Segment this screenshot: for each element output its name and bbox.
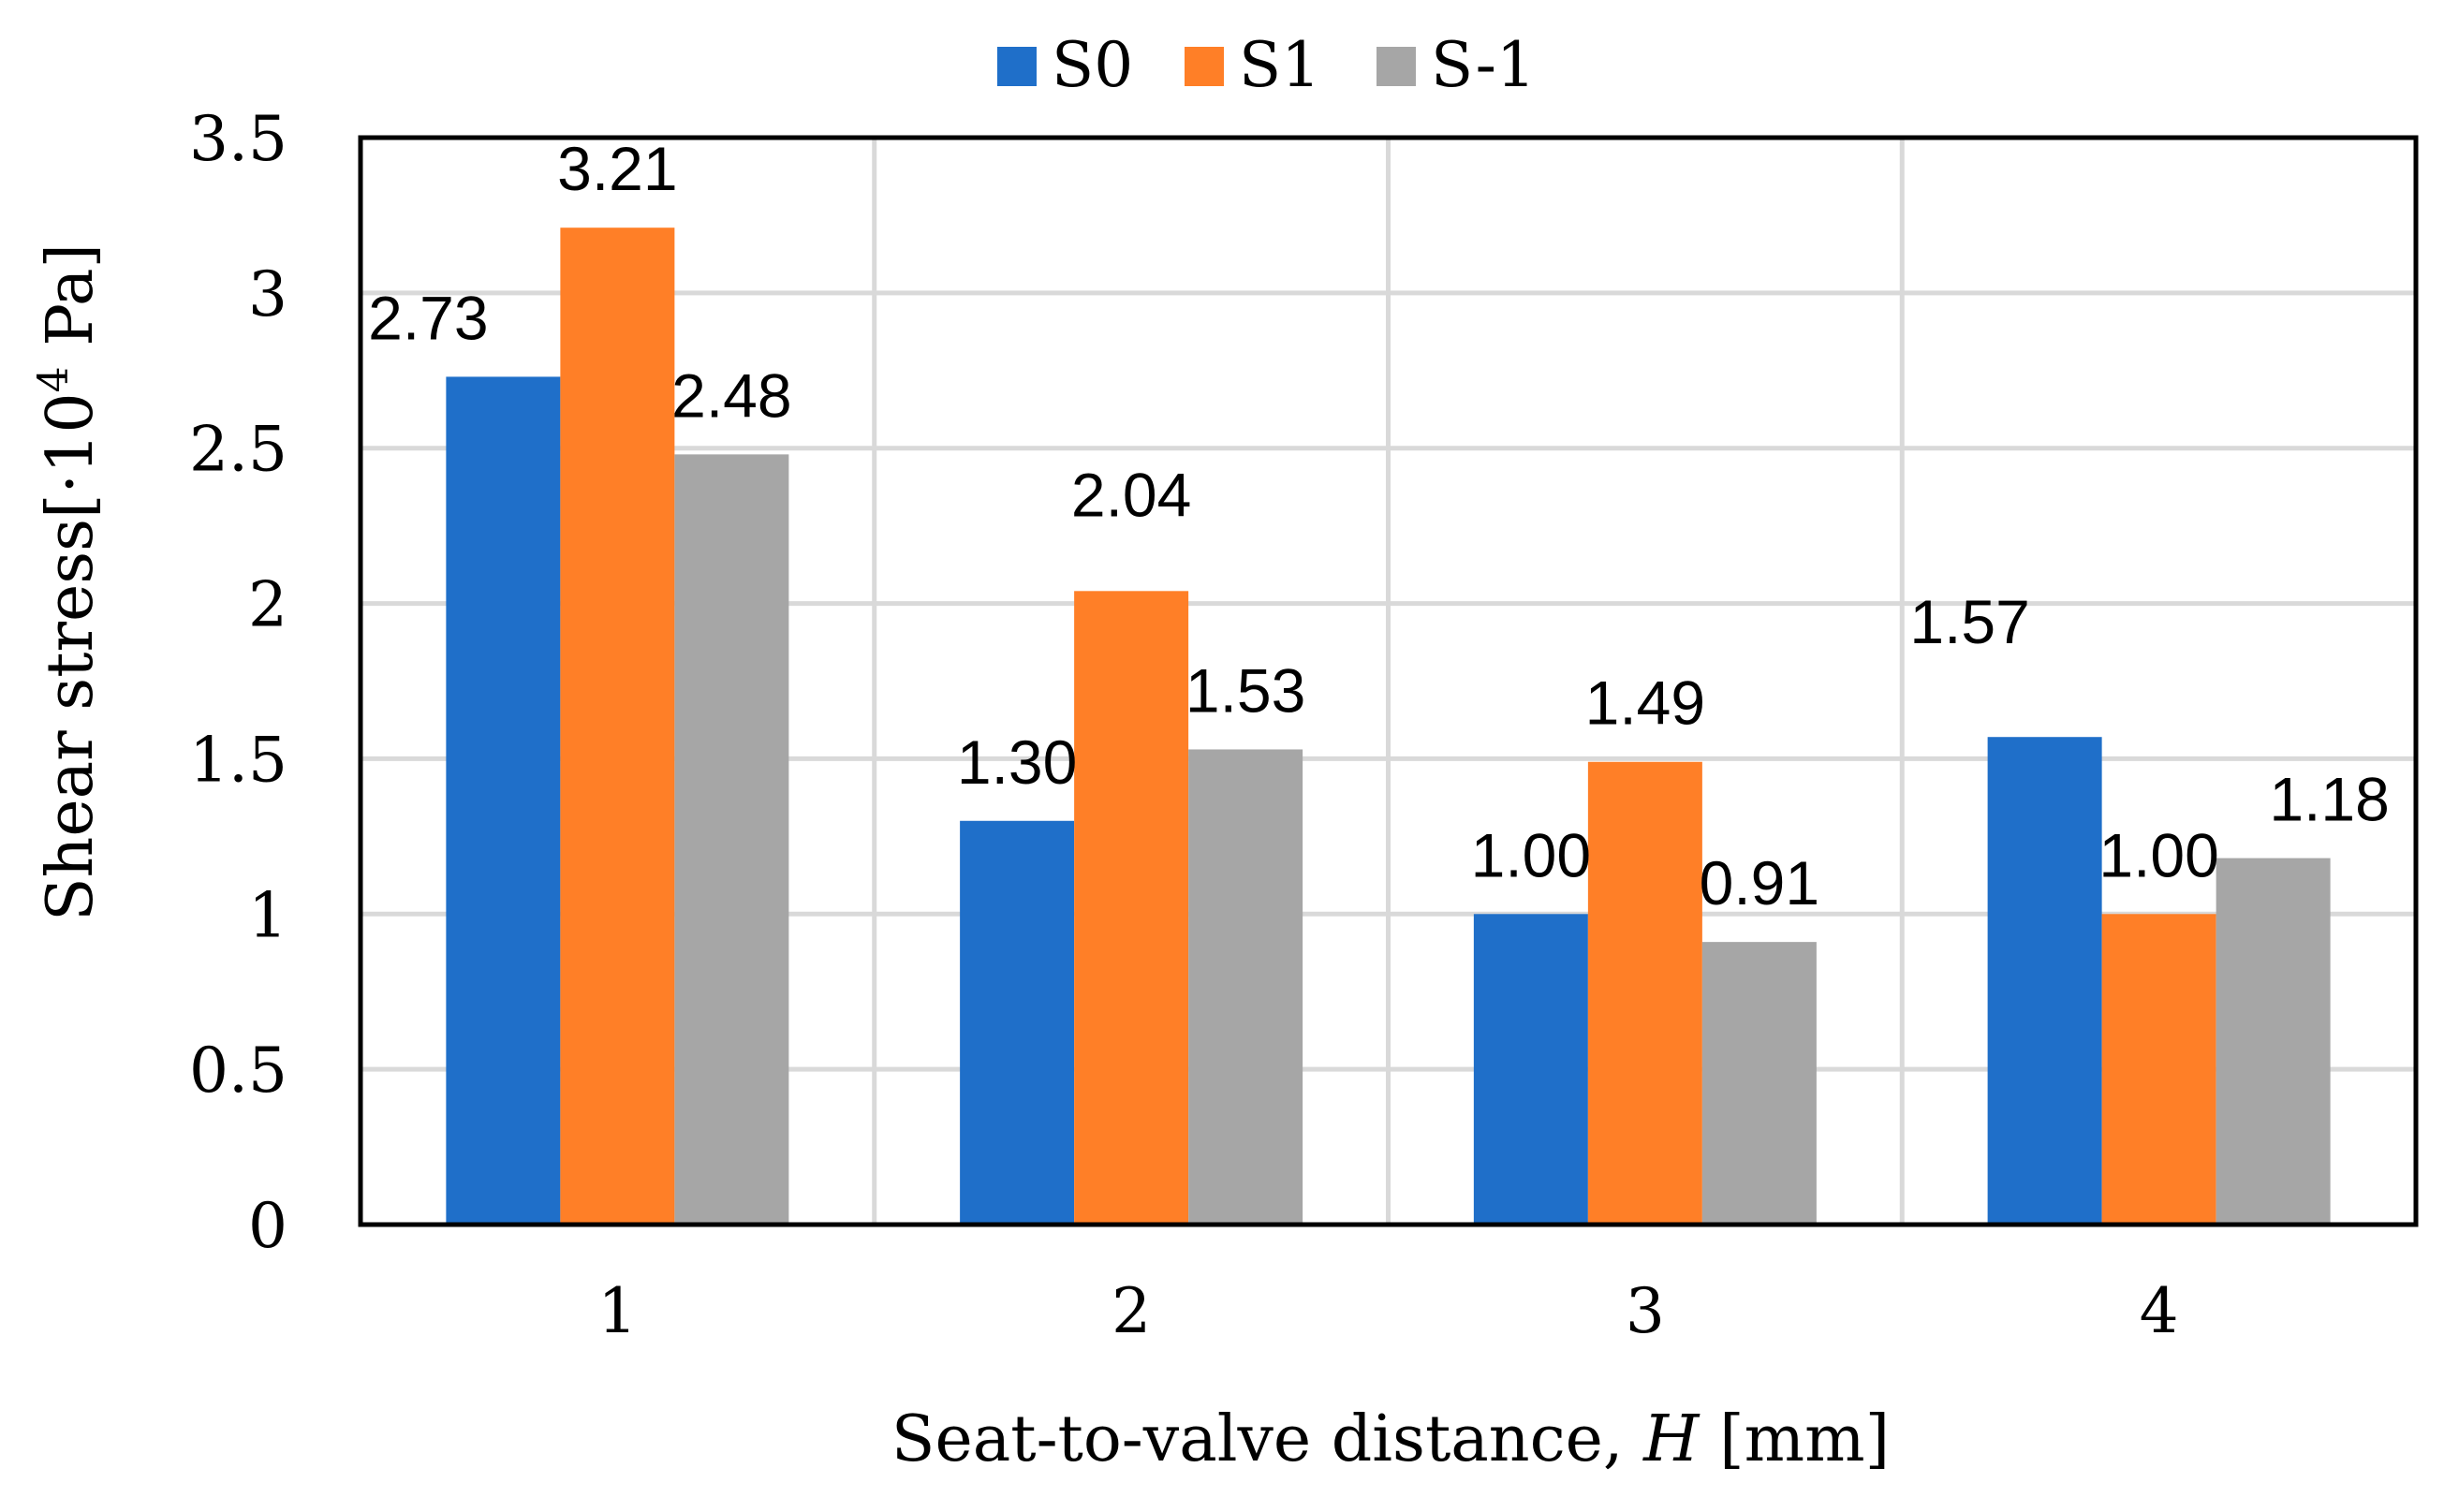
- data-label-S0-4: 1.57: [1909, 587, 2029, 656]
- y-tick-label: 3.5: [189, 103, 287, 175]
- legend-label-S1: S1: [1239, 29, 1320, 101]
- bar-S-1-1: [674, 454, 789, 1225]
- plot-frame: [358, 135, 2419, 1227]
- y-tick-labels: 0 0.5 1 1.5 2 2.5 3 3.5: [189, 103, 287, 1262]
- x-axis-label-unit: [mm]: [1699, 1402, 1890, 1476]
- y-axis-label: Shear stress[·104 Pa]: [30, 243, 108, 921]
- bars: [446, 228, 2331, 1225]
- legend-swatch-S-1: [1377, 47, 1416, 86]
- y-axis-label-main: Shear stress[·10: [34, 392, 108, 921]
- data-labels: 2.73 3.21 2.48 1.30 2.04 1.53 1.00 1.49 0.91 1.57…: [368, 134, 2390, 917]
- x-tick-labels: 1 2 3 4: [597, 1275, 2178, 1347]
- data-label-S1-3: 1.49: [1585, 668, 1705, 738]
- x-tick-label: 1: [597, 1275, 637, 1347]
- data-label-S0-3: 1.00: [1471, 820, 1591, 889]
- bar-S1-2: [1074, 591, 1189, 1225]
- y-axis-label-exponent: 4: [30, 366, 78, 392]
- x-tick-label: 2: [1112, 1275, 1151, 1347]
- bar-S0-3: [1473, 914, 1588, 1225]
- y-tick-label: 0.5: [189, 1035, 287, 1107]
- bar-S0-4: [1987, 737, 2102, 1225]
- x-axis-label-main: Seat-to-valve distance,: [891, 1402, 1643, 1476]
- bar-S1-1: [560, 228, 675, 1225]
- bar-S-1-3: [1701, 942, 1817, 1225]
- y-tick-label: 2: [248, 569, 287, 641]
- bar-S-1-2: [1188, 749, 1303, 1225]
- bar-S1-3: [1587, 761, 1702, 1225]
- legend: S0 S1 S-1: [997, 29, 1536, 101]
- data-label-S-1-1: 2.48: [671, 360, 791, 430]
- y-tick-label: 2.5: [189, 414, 287, 486]
- legend-label-S-1: S-1: [1431, 29, 1536, 101]
- x-tick-label: 3: [1626, 1275, 1665, 1347]
- bar-S0-1: [446, 376, 561, 1225]
- x-axis-label-variable: H: [1642, 1402, 1700, 1476]
- bar-S1-4: [2101, 914, 2216, 1225]
- bar-S0-2: [960, 820, 1075, 1225]
- bar-S-1-4: [2216, 858, 2331, 1225]
- data-label-S0-2: 1.30: [957, 727, 1077, 797]
- x-tick-label: 4: [2140, 1275, 2179, 1347]
- y-tick-label: 1.5: [189, 724, 287, 796]
- legend-swatch-S1: [1185, 47, 1224, 86]
- y-axis-label-unit: Pa]: [34, 243, 108, 366]
- y-tick-label: 0: [248, 1190, 287, 1262]
- data-label-S1-2: 2.04: [1071, 460, 1191, 529]
- data-label-S-1-3: 0.91: [1700, 848, 1819, 917]
- data-label-S1-4: 1.00: [2098, 820, 2218, 889]
- data-label-S-1-2: 1.53: [1185, 655, 1305, 725]
- legend-swatch-S0: [997, 47, 1037, 86]
- legend-label-S0: S0: [1052, 29, 1133, 101]
- data-label-S1-1: 3.21: [557, 134, 677, 203]
- data-label-S-1-4: 1.18: [2269, 765, 2389, 834]
- y-tick-label: 3: [248, 258, 287, 330]
- data-label-S0-1: 2.73: [368, 283, 488, 352]
- x-axis-label: Seat-to-valve distance, H [mm]: [891, 1402, 1890, 1476]
- y-tick-label: 1: [248, 879, 287, 951]
